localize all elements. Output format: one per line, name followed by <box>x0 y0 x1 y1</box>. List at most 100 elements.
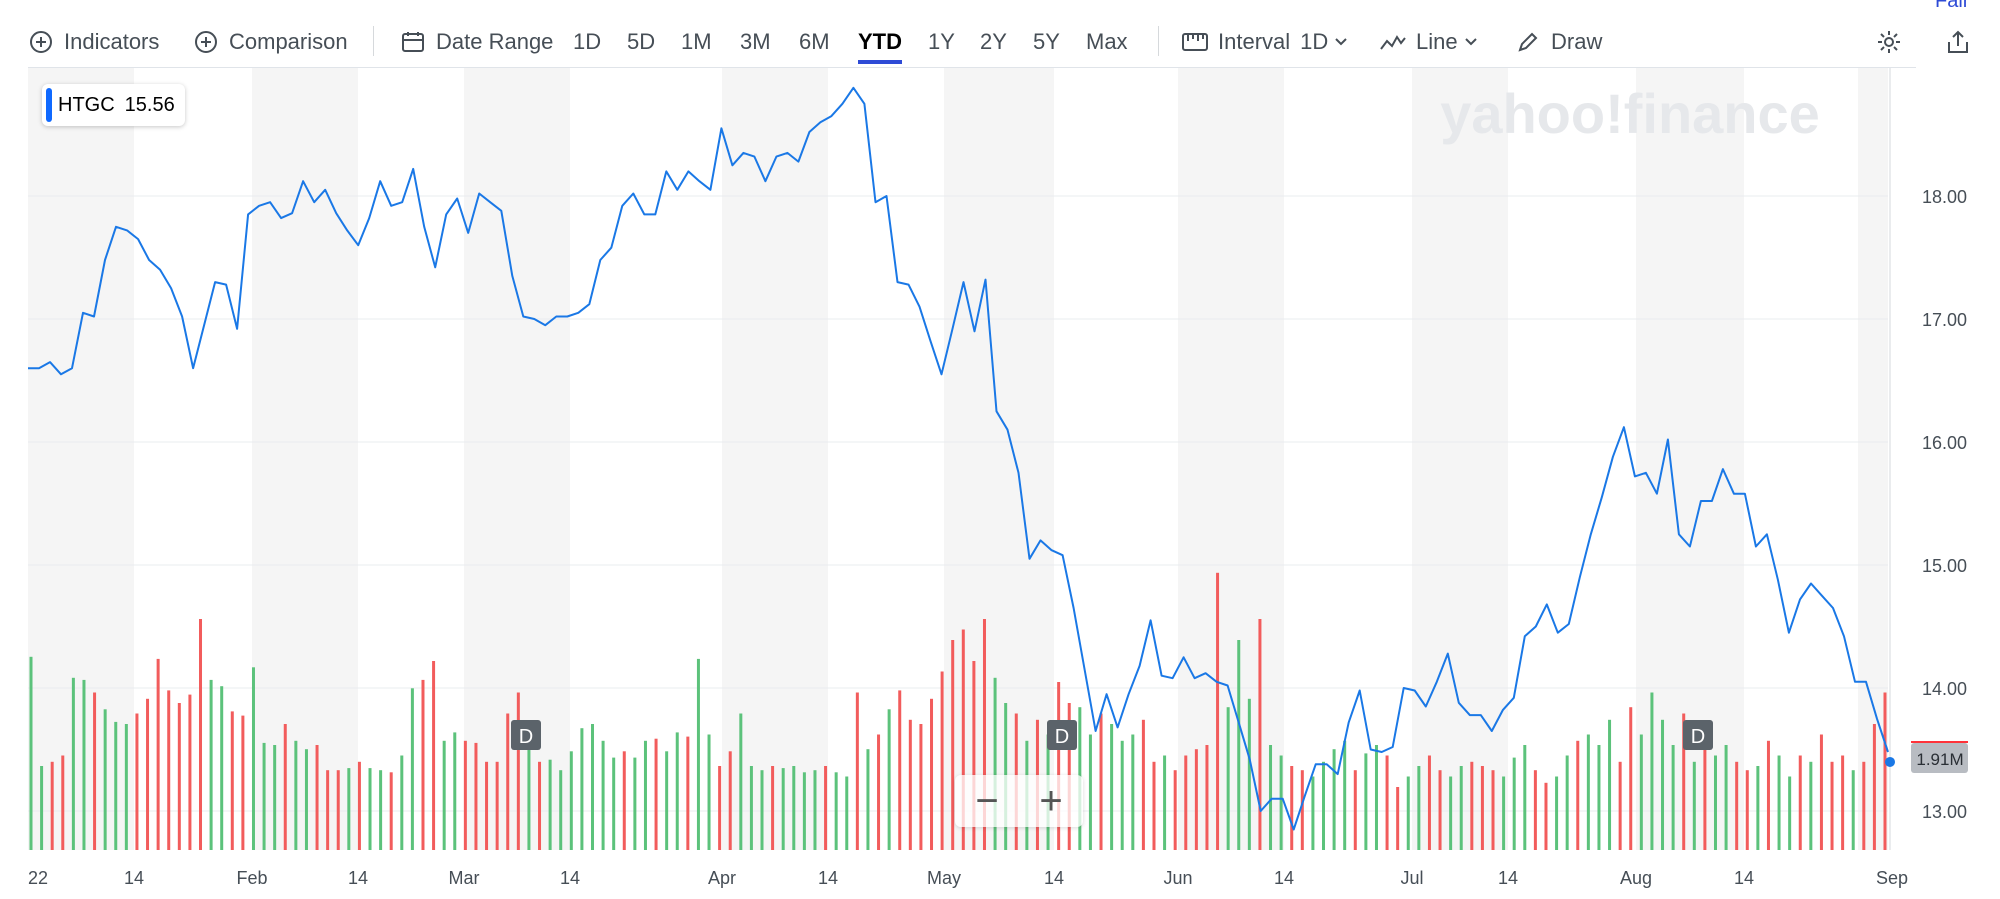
volume-bar <box>1650 692 1654 850</box>
volume-bar <box>739 713 743 850</box>
symbol-badge[interactable]: HTGC 15.56 <box>42 84 185 126</box>
line-chart-icon <box>1380 29 1406 55</box>
month-band <box>1858 68 1888 850</box>
dividend-marker[interactable]: D <box>1683 720 1713 750</box>
dividend-marker[interactable]: D <box>1047 720 1077 750</box>
volume-bar <box>262 742 266 850</box>
volume-bar <box>675 732 679 850</box>
share-button[interactable] <box>1946 22 1970 62</box>
volume-bar <box>400 755 404 850</box>
volume-bar <box>569 751 573 850</box>
volume-bar <box>283 724 287 850</box>
volume-bar <box>527 745 531 850</box>
volume-label-box <box>1911 743 1968 773</box>
y-tick-label: 16.00 <box>1922 433 1967 453</box>
range-3m-button[interactable]: 3M <box>740 29 771 54</box>
volume-bar <box>389 772 393 850</box>
chevron-down-icon <box>1334 37 1348 47</box>
settings-button[interactable] <box>1876 22 1902 62</box>
volume-bar <box>845 776 849 850</box>
volume-bar <box>601 740 605 850</box>
volume-bar <box>1692 761 1696 850</box>
date-range-button[interactable]: Date Range <box>400 22 553 62</box>
x-tick-label: Mar <box>449 868 480 888</box>
volume-bar <box>1470 761 1474 850</box>
volume-bar <box>495 761 499 850</box>
volume-bar <box>241 715 245 850</box>
volume-bar <box>230 711 234 850</box>
range-5d-button[interactable]: 5D <box>627 29 656 54</box>
x-tick-label: 14 <box>560 868 580 888</box>
volume-bar <box>919 724 923 850</box>
volume-bar <box>1639 734 1643 850</box>
indicators-button[interactable]: Indicators <box>28 22 159 62</box>
volume-bar <box>506 713 510 850</box>
volume-bar <box>1883 692 1887 850</box>
volume-bar <box>1682 713 1686 850</box>
month-band <box>1178 68 1284 850</box>
volume-bar <box>251 667 255 850</box>
volume-bar <box>1088 734 1092 850</box>
range-5y-button[interactable]: 5Y <box>1033 29 1060 54</box>
volume-bar <box>1788 776 1792 850</box>
toolbar-divider <box>373 26 374 56</box>
x-tick-label: 14 <box>1044 868 1064 888</box>
volume-bar <box>1300 770 1304 850</box>
volume-bar <box>1290 766 1294 850</box>
x-tick-label: 14 <box>1734 868 1754 888</box>
volume-bar <box>167 690 171 850</box>
volume-bar <box>93 692 97 850</box>
dividend-marker[interactable]: D <box>511 720 541 750</box>
range-1d-button[interactable]: 1D <box>573 29 602 54</box>
volume-bar <box>1311 776 1315 850</box>
volume-bar <box>1194 749 1198 850</box>
volume-bar <box>548 759 552 850</box>
volume-bar <box>29 656 33 850</box>
volume-bar <box>760 770 764 850</box>
y-tick-label: 15.00 <box>1922 556 1967 576</box>
volume-bar <box>1163 755 1167 850</box>
share-icon <box>1946 29 1970 55</box>
volume-bar <box>696 658 700 850</box>
range-2y-button[interactable]: 2Y <box>980 29 1007 54</box>
series-color-bar <box>46 88 52 122</box>
dividend-label: D <box>1055 726 1069 748</box>
volume-bar <box>1629 707 1633 850</box>
draw-label: Draw <box>1551 29 1603 54</box>
volume-bar <box>1491 770 1495 850</box>
range-6m-button[interactable]: 6M <box>799 29 830 54</box>
zoom-out-button[interactable]: − <box>975 778 999 823</box>
volume-bar <box>1343 740 1347 850</box>
volume-bar <box>802 772 806 850</box>
volume-bar <box>622 751 626 850</box>
chevron-down-icon <box>1464 37 1478 47</box>
volume-bar <box>199 619 203 850</box>
comparison-label: Comparison <box>229 29 348 54</box>
volume-bar <box>1141 719 1145 850</box>
range-1y-button[interactable]: 1Y <box>928 29 955 54</box>
last-price-indicator <box>1911 741 1968 743</box>
volume-bar <box>1872 724 1876 850</box>
zoom-in-button[interactable]: + <box>1039 778 1063 823</box>
chart-type-label: Line <box>1416 29 1458 54</box>
volume-bar <box>1173 770 1177 850</box>
range-1m-button[interactable]: 1M <box>681 29 712 54</box>
volume-bar <box>792 766 796 850</box>
interval-value: 1D <box>1300 29 1329 54</box>
volume-bar <box>1226 707 1230 850</box>
volume-bar <box>1417 766 1421 850</box>
volume-bar <box>1353 770 1357 850</box>
interval-dropdown[interactable]: Interval 1D <box>1182 22 1348 62</box>
volume-bar <box>1809 761 1813 850</box>
draw-button[interactable]: Draw <box>1515 22 1602 62</box>
chart-type-dropdown[interactable]: Line <box>1380 22 1478 62</box>
fair-value-link[interactable]: Fair <box>1935 0 1970 12</box>
volume-bar <box>1099 713 1103 850</box>
range-ytd-button[interactable]: YTD <box>858 22 902 64</box>
volume-bar <box>442 740 446 850</box>
range-max-button[interactable]: Max <box>1086 29 1128 54</box>
volume-bar <box>273 745 277 850</box>
comparison-button[interactable]: Comparison <box>193 22 348 62</box>
volume-bar <box>1110 724 1114 850</box>
